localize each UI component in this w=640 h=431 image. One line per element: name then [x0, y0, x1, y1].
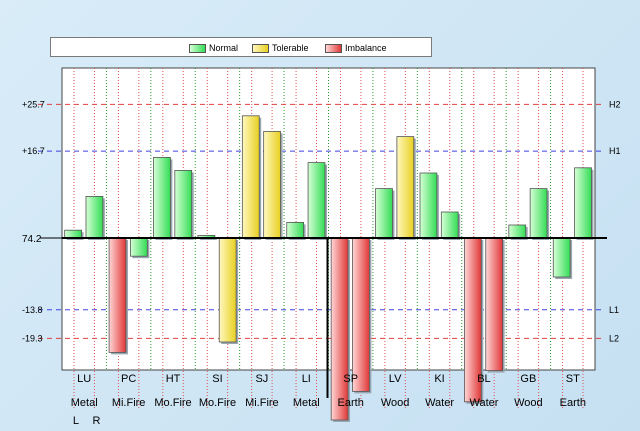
- legend-label-imbalance: Imbalance: [345, 43, 387, 53]
- bar-li-r: [307, 162, 326, 239]
- legend: Normal Tolerable Imbalance: [50, 37, 432, 57]
- category-label: PC: [121, 373, 136, 385]
- bar-sp-l: [330, 237, 349, 421]
- baseline-label: 74.2: [22, 234, 42, 245]
- ref-label-right: L2: [609, 333, 619, 343]
- legend-item-tolerable: Tolerable: [252, 42, 309, 54]
- element-label: Water: [425, 397, 454, 409]
- bar-st-r: [574, 167, 592, 239]
- ref-label-right: H2: [609, 99, 621, 109]
- bar-li-l: [286, 221, 305, 239]
- element-label: Mo.Fire: [154, 397, 191, 409]
- bar-lu-r: [85, 195, 104, 239]
- bar-ki-l: [419, 172, 438, 239]
- ref-label-left: +25.7: [22, 99, 45, 109]
- bar-pc-l: [108, 237, 127, 353]
- bar-sj-r: [263, 130, 281, 239]
- left-side-label: L: [73, 415, 79, 427]
- bar-sp-r: [352, 237, 370, 392]
- element-label: Metal: [71, 397, 98, 409]
- bar-sj-l: [241, 115, 260, 239]
- category-label: BL: [477, 373, 490, 385]
- category-label: LV: [389, 373, 402, 385]
- axes: [40, 237, 607, 398]
- ref-label-right: H1: [609, 146, 621, 156]
- ref-label-left: -19.3: [22, 333, 43, 343]
- category-label: SI: [212, 373, 222, 385]
- legend-swatch-normal: [189, 43, 206, 53]
- right-side-label: R: [92, 415, 100, 427]
- element-label: Mi.Fire: [112, 397, 146, 409]
- category-label: ST: [566, 373, 580, 385]
- category-label: KI: [434, 373, 444, 385]
- category-label: HT: [166, 373, 181, 385]
- bar-pc-r: [130, 237, 148, 257]
- bar-ht-r: [174, 169, 193, 239]
- category-label: LI: [302, 373, 311, 385]
- category-label: GB: [520, 373, 536, 385]
- element-label: Wood: [514, 397, 543, 409]
- element-label: Wood: [381, 397, 410, 409]
- legend-item-imbalance: Imbalance: [325, 42, 387, 54]
- reference-lines: [38, 103, 603, 339]
- legend-label-normal: Normal: [209, 43, 239, 53]
- legend-swatch-imbalance: [325, 43, 342, 53]
- element-label: Earth: [560, 397, 586, 409]
- element-label: Metal: [293, 397, 320, 409]
- bar-bl-r: [485, 237, 504, 372]
- bar-gb-r: [529, 188, 548, 239]
- category-label: SP: [343, 373, 358, 385]
- bar-lv-l: [375, 188, 393, 239]
- bars: [64, 115, 594, 422]
- category-label: SJ: [255, 373, 268, 385]
- ref-label-left: -13.8: [22, 305, 43, 315]
- legend-label-tolerable: Tolerable: [272, 43, 309, 53]
- category-label: LU: [77, 373, 91, 385]
- element-label: Mo.Fire: [199, 397, 236, 409]
- element-label: Earth: [338, 397, 364, 409]
- ref-label-left: +16.7: [22, 146, 45, 156]
- legend-swatch-tolerable: [252, 43, 269, 53]
- axis-labels: +25.7 H2 +16.7 H1 -13.8 L1 -19.3 L2 74.2 LU Metal P…: [22, 99, 621, 427]
- bar-si-r: [218, 237, 237, 343]
- element-label: Mi.Fire: [245, 397, 279, 409]
- bar-st-l: [552, 237, 571, 278]
- bar-ht-l: [153, 156, 171, 239]
- bar-gb-l: [508, 224, 527, 239]
- bar-lv-r: [396, 136, 415, 239]
- ref-label-right: L1: [609, 305, 619, 315]
- bar-lu-l: [64, 229, 82, 239]
- bar-ki-r: [440, 211, 459, 239]
- legend-item-normal: Normal: [189, 42, 238, 54]
- element-label: Water: [469, 397, 498, 409]
